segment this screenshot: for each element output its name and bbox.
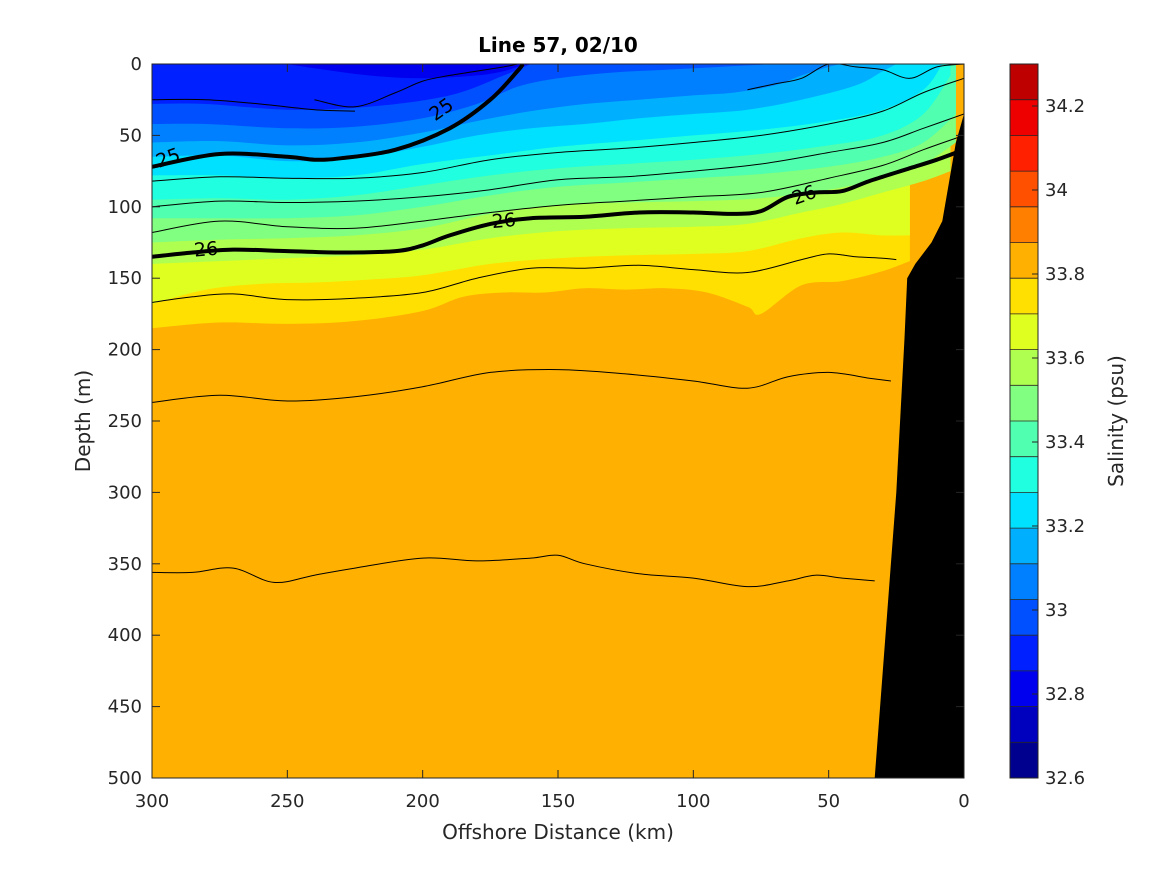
density-contour (152, 77, 964, 182)
x-tick-label: 250 (270, 791, 304, 812)
y-tick-label: 100 (108, 197, 142, 218)
bathymetry-layer (874, 114, 964, 778)
density-contour (152, 253, 897, 303)
colorbar-swatch (1010, 135, 1038, 172)
colorbar-frame (1009, 63, 1039, 779)
colorbar-swatch (1010, 206, 1038, 243)
y-tick-label: 50 (119, 125, 142, 146)
chart-title: Line 57, 02/10 (478, 33, 638, 57)
density-contour (152, 113, 964, 208)
colorbar-swatch (1010, 706, 1038, 743)
y-tick-label: 200 (108, 340, 142, 361)
colorbar-swatch (1010, 349, 1038, 386)
y-tick-label: 350 (108, 554, 142, 575)
y-tick-label: 450 (108, 697, 142, 718)
density-contour-thick (152, 147, 964, 259)
colorbar-swatch (1010, 421, 1038, 458)
colorbar-swatch (1010, 670, 1038, 708)
y-tick-label: 500 (108, 768, 142, 789)
colorbar-swatch (1010, 313, 1038, 351)
y-tick-label: 300 (108, 482, 142, 503)
y-tick-label: 400 (108, 625, 142, 646)
x-axis: 300 250 200 150 100 50 0 (135, 64, 970, 812)
colorbar-tick-label: 33.8 (1045, 264, 1085, 285)
x-tick-label: 200 (405, 791, 439, 812)
colorbar-swatch (1010, 492, 1038, 529)
x-tick-label: 100 (676, 791, 710, 812)
colorbar-swatch (1010, 599, 1038, 636)
colorbar: 32.6 32.8 33 33.2 33.4 33.6 33.8 34 34.2 (1009, 63, 1085, 789)
colorbar-swatch (1010, 171, 1038, 208)
salinity-fills (152, 64, 956, 733)
y-axis: 0 50 100 150 200 250 300 350 400 450 500 (108, 54, 964, 789)
density-contour (747, 64, 964, 91)
density-contour (152, 98, 356, 112)
y-axis-label: Depth (m) (71, 370, 95, 472)
colorbar-swatch (1010, 528, 1038, 565)
colorbar-tick-label: 34 (1045, 180, 1068, 201)
x-tick-label: 150 (541, 791, 575, 812)
colorbar-swatch (1010, 742, 1038, 779)
colorbar-swatch (1010, 456, 1038, 493)
salinity-band (152, 343, 781, 733)
contour-label: 26 (491, 209, 517, 233)
colorbar-tick-label: 33 (1045, 600, 1068, 621)
contour-label: 26 (193, 238, 219, 262)
colorbar-swatch (1010, 242, 1038, 279)
colorbar-swatch (1010, 278, 1038, 315)
colorbar-label: Salinity (psu) (1104, 355, 1128, 487)
x-tick-label: 0 (958, 791, 969, 812)
density-contour-thick (152, 64, 525, 169)
y-tick-label: 150 (108, 268, 142, 289)
colorbar-swatch (1010, 99, 1038, 136)
colorbar-tick-label: 32.8 (1045, 684, 1085, 705)
x-tick-label: 300 (135, 791, 169, 812)
x-axis-label: Offshore Distance (km) (442, 820, 674, 844)
density-contours (152, 64, 964, 588)
salinity-band (287, 64, 531, 79)
y-tick-label: 250 (108, 411, 142, 432)
y-tick-label: 0 (131, 54, 142, 75)
colorbar-tick-label: 33.4 (1045, 432, 1085, 453)
density-contour (152, 369, 891, 403)
colorbar-swatch (1010, 563, 1038, 600)
colorbar-tick-label: 33.2 (1045, 516, 1085, 537)
colorbar-swatch (1010, 385, 1038, 422)
colorbar-swatch (1010, 64, 1038, 101)
density-contour (314, 64, 518, 108)
x-tick-label: 50 (817, 791, 840, 812)
colorbar-tick-label: 34.2 (1045, 96, 1085, 117)
colorbar-swatch (1010, 635, 1038, 672)
density-contour (152, 554, 875, 588)
colorbar-tick-label: 32.6 (1045, 768, 1085, 789)
density-contour (152, 134, 964, 233)
seafloor-shape (874, 114, 964, 778)
colorbar-tick-label: 33.6 (1045, 348, 1085, 369)
